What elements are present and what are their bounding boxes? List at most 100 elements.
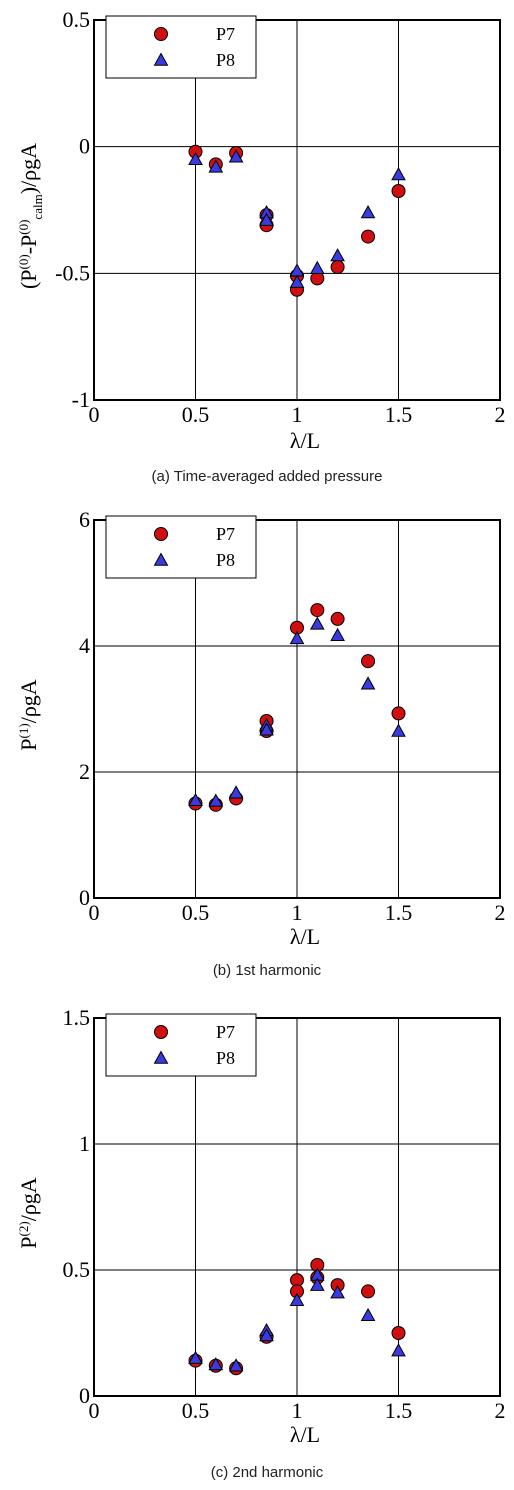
legend-box — [105, 1013, 257, 1077]
data-point-P8 — [309, 260, 325, 274]
y-tick-label: -0.5 — [55, 260, 90, 285]
legend-box — [105, 15, 257, 79]
data-point-P8 — [208, 793, 224, 807]
y-tick-label: -1 — [72, 387, 90, 412]
data-point-P8 — [360, 205, 376, 219]
data-point-P7 — [361, 1284, 376, 1299]
data-point-P7 — [391, 706, 406, 721]
y-axis-label-tail: )/ρgA — [16, 143, 41, 194]
legend-marker-P8 — [153, 552, 169, 566]
y-axis-label-sup1: (0) — [16, 254, 31, 269]
legend-marker-P8 — [153, 1050, 169, 1064]
data-point-P7 — [391, 1326, 406, 1340]
x-tick-label: 1.5 — [385, 1398, 413, 1423]
y-axis-label-mid: -P — [16, 235, 41, 255]
data-point-P7 — [310, 603, 325, 618]
figure-caption: (a) Time-averaged added pressure — [152, 468, 383, 485]
y-axis-label-tail: /ρgA — [16, 1177, 41, 1221]
x-tick-label: 1.5 — [385, 402, 413, 427]
data-point-P8 — [228, 1358, 244, 1372]
legend-label-P7: P7 — [216, 524, 235, 544]
data-point-P8 — [289, 274, 305, 288]
x-tick-label: 2 — [495, 1398, 506, 1423]
legend-label-P8: P8 — [216, 1048, 235, 1068]
data-point-P8 — [360, 676, 376, 690]
data-point-P7 — [361, 654, 376, 669]
plot-frame — [93, 1017, 501, 1397]
x-tick-label: 1.5 — [385, 900, 413, 925]
x-tick-label: 0 — [89, 900, 100, 925]
legend-label-P7: P7 — [216, 1022, 235, 1042]
x-axis-label: λ/L — [290, 428, 320, 453]
x-tick-label: 0 — [89, 402, 100, 427]
x-tick-label: 1 — [292, 402, 303, 427]
data-point-P8 — [289, 1292, 305, 1306]
data-point-P8 — [391, 167, 406, 181]
y-tick-label: 0.5 — [63, 7, 91, 32]
y-tick-label: 0 — [79, 1383, 90, 1408]
legend-marker-P7 — [154, 527, 168, 541]
data-point-P8 — [289, 263, 305, 277]
figure-caption: (c) 2nd harmonic — [211, 1464, 324, 1481]
data-point-P8 — [208, 159, 224, 173]
y-tick-label: 4 — [79, 633, 90, 658]
series-P8 — [188, 149, 406, 288]
data-point-P7 — [391, 184, 406, 198]
legend-marker-P8 — [153, 52, 169, 66]
legend-marker-P7 — [154, 1025, 168, 1039]
data-point-P8 — [259, 212, 274, 226]
x-tick-label: 0.5 — [182, 900, 210, 925]
x-tick-label: 0.5 — [182, 402, 210, 427]
data-point-P8 — [330, 627, 345, 641]
data-point-P8 — [259, 1327, 274, 1342]
y-tick-label: 1 — [79, 1131, 90, 1156]
y-axis-label-tail: /ρgA — [16, 679, 41, 723]
data-point-P8 — [188, 792, 203, 807]
x-tick-label: 0 — [89, 1398, 100, 1423]
plot-frame — [93, 519, 501, 899]
y-axis-label-sup1: (1) — [16, 723, 31, 738]
data-point-P8 — [391, 1343, 406, 1357]
y-axis-label-sup2: (0) — [16, 220, 31, 235]
data-point-P8 — [188, 1350, 203, 1364]
data-point-P8 — [289, 630, 305, 645]
data-point-P8 — [259, 722, 274, 736]
plot-frame — [93, 19, 501, 401]
data-point-P8 — [309, 616, 325, 630]
y-axis-label: P(2)/ρgA — [16, 1177, 41, 1249]
legend-label-P7: P7 — [216, 24, 235, 44]
data-point-P7 — [361, 229, 376, 244]
y-tick-label: 0 — [79, 134, 90, 159]
data-point-P8 — [309, 1277, 325, 1291]
data-point-P8 — [208, 1356, 224, 1371]
legend-label-P8: P8 — [216, 50, 235, 70]
series-P8 — [188, 616, 406, 807]
x-axis-label: λ/L — [290, 924, 320, 949]
x-tick-label: 0.5 — [182, 1398, 210, 1423]
data-point-P8 — [228, 149, 244, 163]
data-point-P8 — [330, 1285, 345, 1299]
y-axis-label: P(1)/ρgA — [16, 679, 41, 751]
series-P8 — [188, 1267, 406, 1372]
y-axis-label-sup1: (2) — [16, 1221, 31, 1236]
y-axis-label-base: P — [16, 738, 41, 750]
y-axis-label: (P(0)-P(0)calm)/ρgA — [16, 143, 45, 289]
legend-marker-P7 — [154, 27, 168, 41]
data-point-P8 — [188, 151, 203, 166]
x-axis-label: λ/L — [290, 1422, 320, 1447]
y-axis-label-sub: calm — [30, 194, 45, 219]
data-point-P8 — [391, 723, 406, 737]
x-tick-label: 2 — [495, 402, 506, 427]
y-tick-label: 0 — [79, 885, 90, 910]
y-tick-label: 2 — [79, 759, 90, 784]
y-tick-label: 6 — [79, 507, 90, 532]
data-point-P8 — [360, 1307, 376, 1322]
x-tick-label: 2 — [495, 900, 506, 925]
y-tick-label: 1.5 — [63, 1005, 91, 1030]
